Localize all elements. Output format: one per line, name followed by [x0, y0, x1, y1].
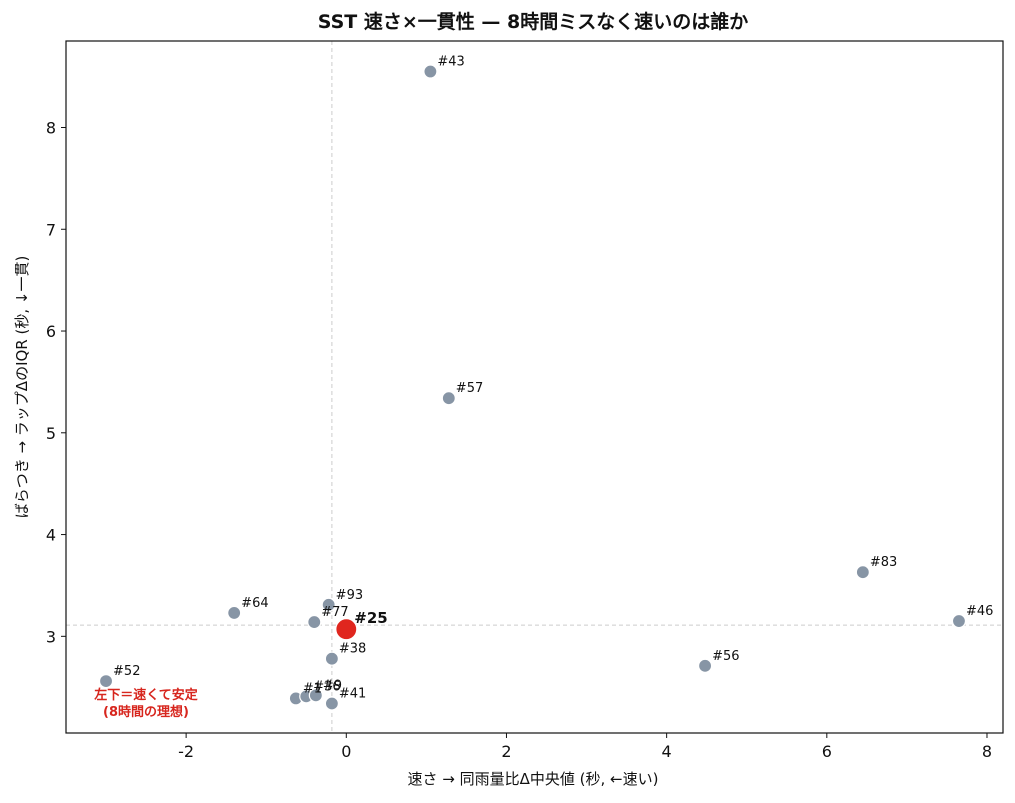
- data-point: [307, 614, 322, 630]
- point-labels: #43 #57 #83 #46 #56 #93 #77 #64 #38 #52 #1#36#9#41…: [113, 55, 993, 702]
- reference-lines: [66, 41, 1003, 733]
- point-label: #46: [966, 604, 993, 619]
- point-label: #77: [321, 605, 348, 620]
- y-tick-label: 6: [46, 322, 56, 341]
- point-label: #83: [870, 555, 897, 570]
- x-axis-label: 速さ → 同雨量比Δ中央値 (秒, ←速い): [408, 770, 659, 788]
- y-tick-label: 7: [46, 220, 56, 239]
- data-point: [308, 688, 323, 703]
- point-label: #41: [339, 686, 366, 701]
- y-tick-label: 4: [46, 526, 56, 545]
- data-points: [98, 64, 967, 711]
- point-label: #93: [336, 588, 363, 603]
- point-label: #9: [323, 678, 342, 693]
- highlight-point-label: #25: [354, 609, 387, 627]
- annotation-ideal-line1: 左下＝速くて安定: [94, 687, 198, 703]
- y-tick-label: 5: [46, 424, 56, 443]
- point-label: #64: [241, 596, 268, 611]
- point-label: #1: [303, 681, 322, 696]
- x-tick-label: 2: [501, 742, 511, 761]
- highlight-point: [335, 618, 358, 641]
- x-tick-label: -2: [178, 742, 194, 761]
- point-label: #36: [313, 679, 340, 694]
- chart-title: SST 速さ×一貫性 — 8時間ミスなく速いのは誰か: [318, 10, 748, 33]
- data-point: [855, 565, 870, 580]
- data-point: [227, 605, 242, 621]
- x-tick-label: 6: [822, 742, 832, 761]
- x-tick-label: 0: [341, 742, 351, 761]
- data-point: [423, 64, 438, 79]
- point-label: #38: [339, 642, 366, 657]
- y-tick-label: 8: [46, 119, 56, 138]
- y-tick-label: 3: [46, 627, 56, 646]
- data-point: [321, 597, 336, 612]
- x-tick-label: 8: [982, 742, 992, 761]
- data-point: [98, 673, 114, 689]
- x-tick-label: 4: [662, 742, 672, 761]
- plot-frame: [65, 40, 1004, 734]
- point-label: #57: [456, 381, 483, 396]
- point-label: #43: [437, 55, 464, 70]
- data-point: [951, 613, 967, 629]
- point-label: #56: [712, 649, 739, 664]
- y-axis-label: ばらつき → ラップΔのIQR (秒, ↓一貫): [13, 256, 31, 519]
- point-label: #52: [113, 664, 140, 679]
- annotation-ideal-line2: (8時間の理想): [103, 704, 189, 720]
- data-point: [324, 696, 339, 711]
- data-point: [324, 651, 339, 666]
- axis-ticks: -2 0 2 4 6 8 3 4 5 6 7 8: [46, 119, 992, 762]
- data-point: [697, 658, 713, 673]
- data-point: [441, 391, 456, 406]
